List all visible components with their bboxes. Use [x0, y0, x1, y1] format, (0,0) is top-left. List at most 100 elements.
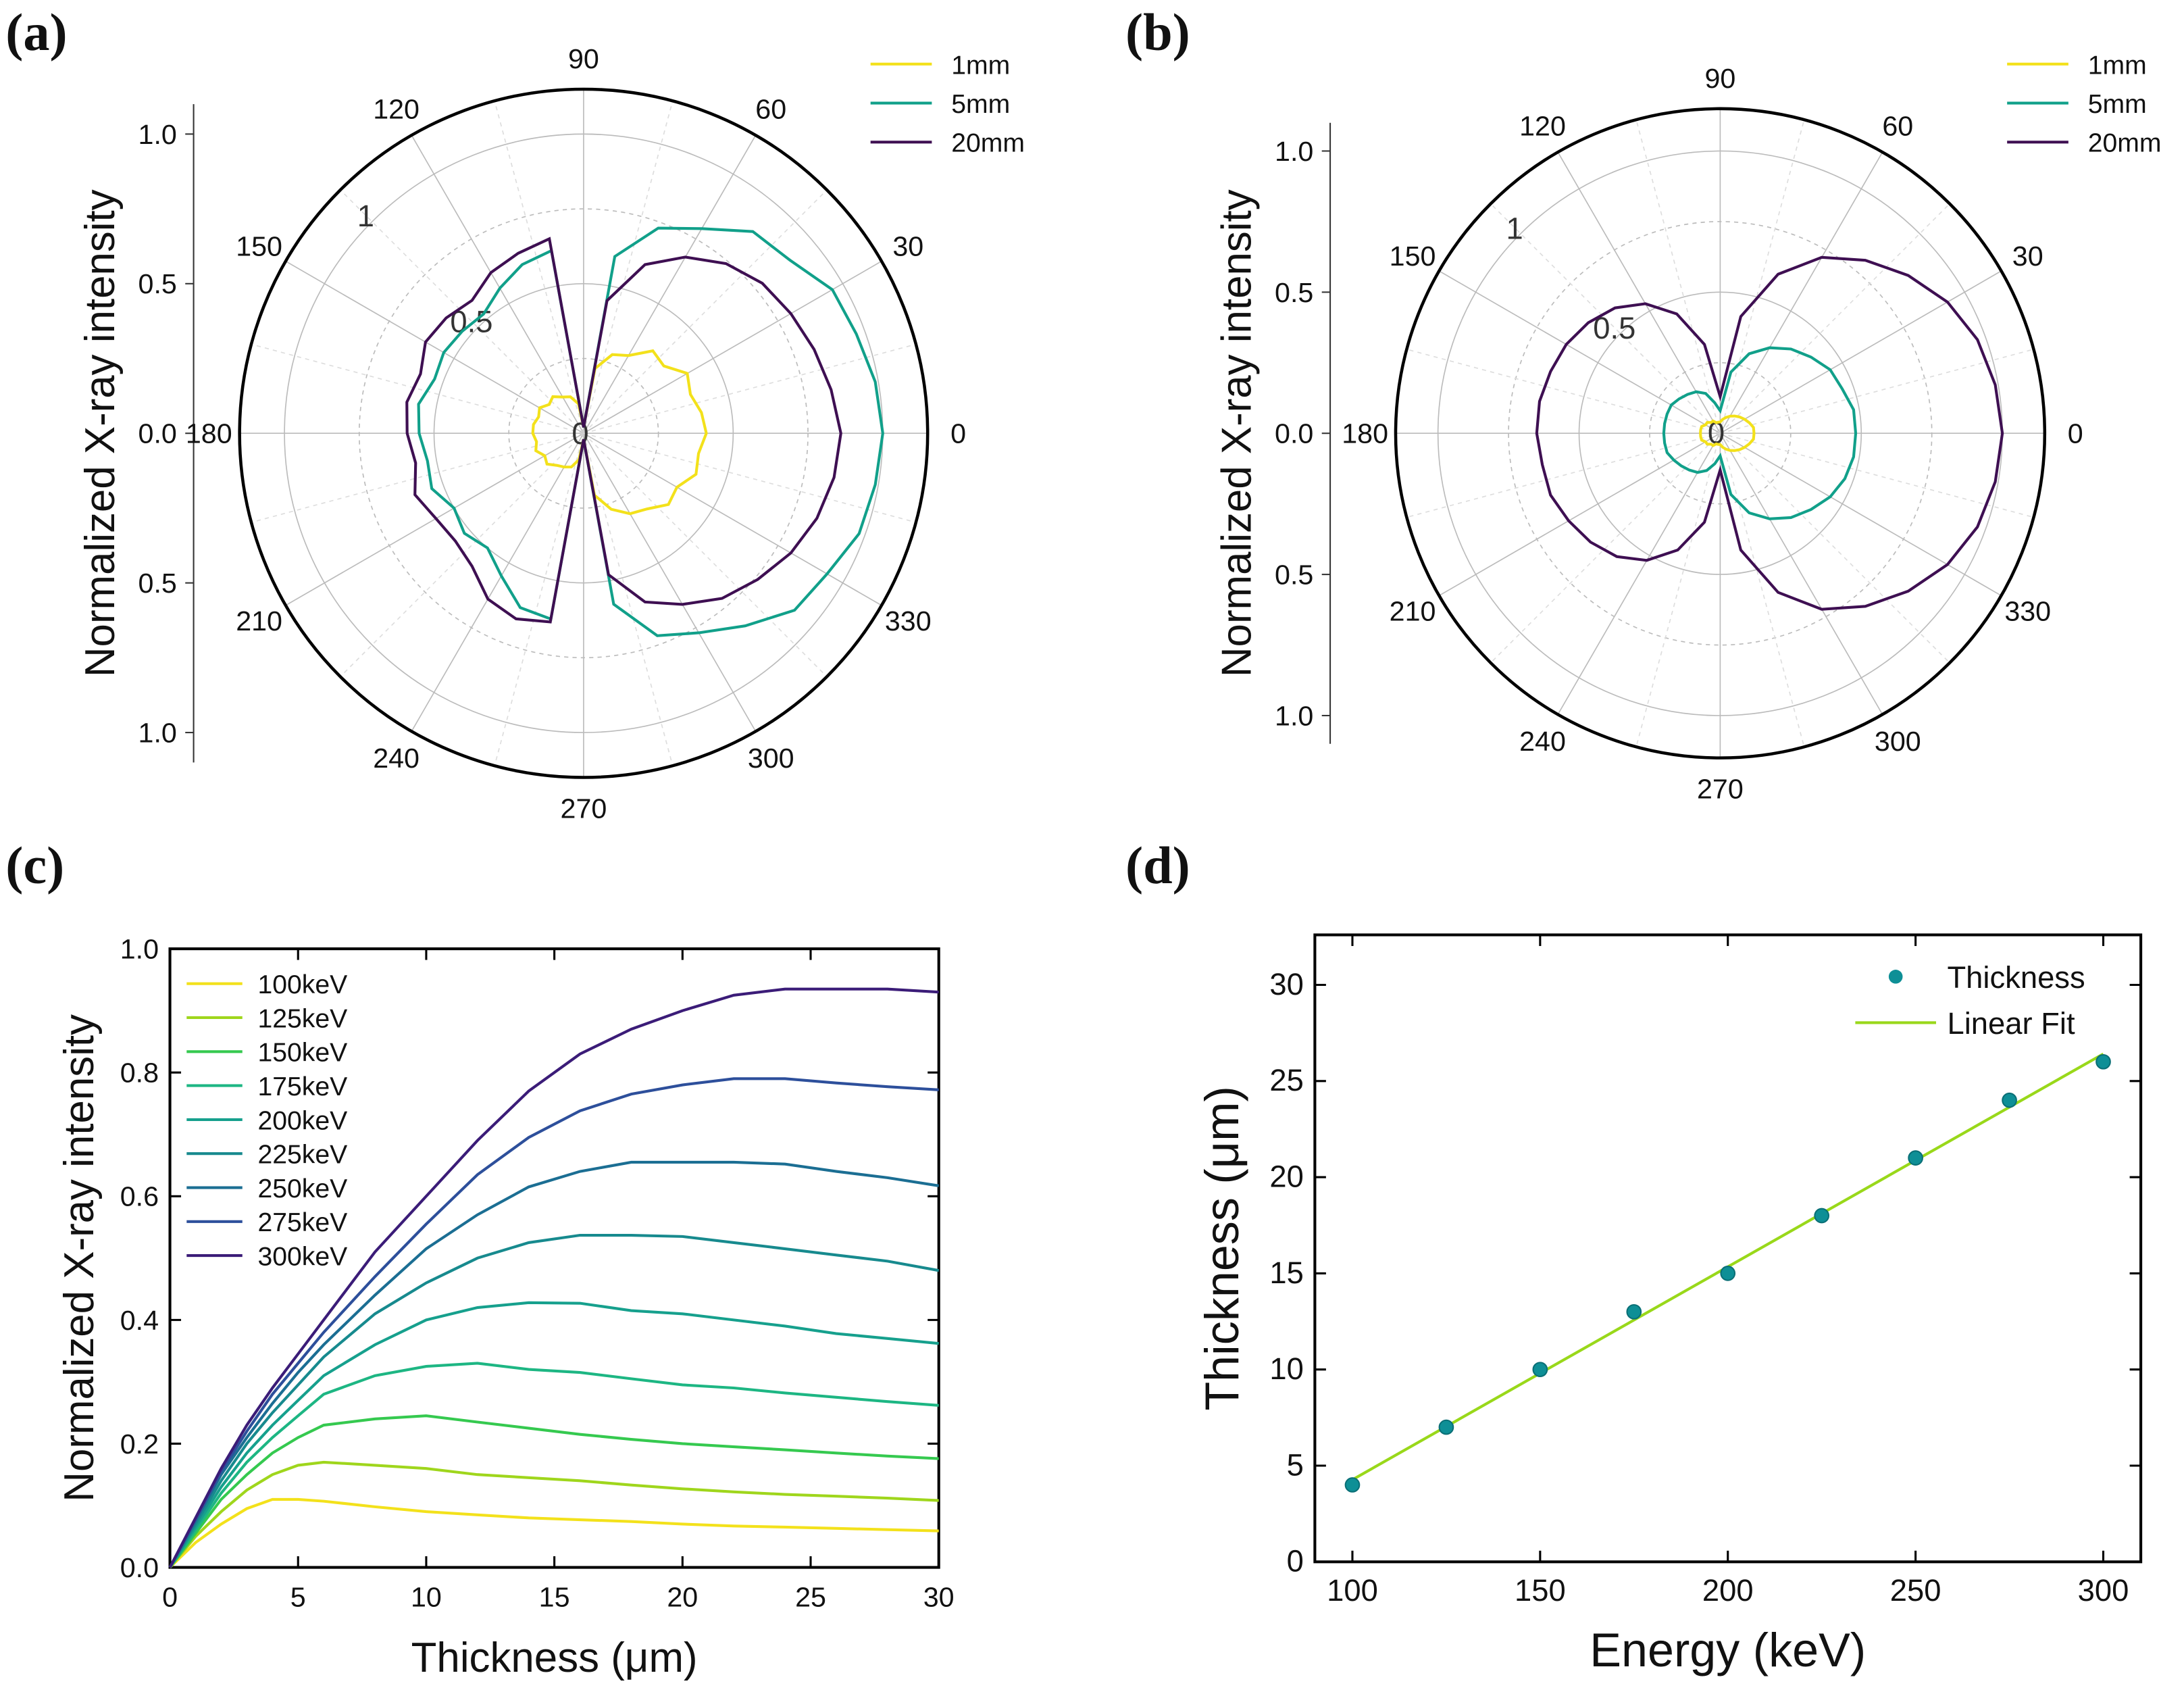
angular-grid-line: [1719, 270, 2002, 434]
angular-grid-line: [340, 189, 584, 434]
angular-grid-line: [1635, 433, 1721, 747]
series-line-5mm: [1662, 346, 1858, 520]
angular-grid-line: [1719, 432, 1950, 664]
polar-outer-circle: [1394, 107, 2047, 760]
chart-b: 1.0 0.5 0.0 0.5 1.0 Normalized X-ray intensit…: [1214, 51, 2162, 804]
angular-grid-line: [1719, 433, 1805, 747]
angular-grid-line: [1719, 203, 1950, 434]
y-axis-label: Thickness (μm): [1196, 1086, 1248, 1410]
legend-label: 225keV: [257, 1141, 347, 1170]
angle-tick-label: 120: [1519, 110, 1566, 141]
legend-label: Thickness: [1947, 960, 2085, 995]
angular-grid-line: [285, 260, 584, 434]
x-tick-label: 30: [923, 1581, 955, 1612]
y-axis-label: Normalized X-ray intensity: [1214, 189, 1261, 677]
left-axis-tick-label: 0.5: [138, 568, 177, 599]
series-line-20mm: [1535, 255, 2004, 611]
y-axis-label: Normalized X-ray intensity: [56, 1014, 103, 1502]
radial-tick-label: 1: [1506, 211, 1523, 245]
y-tick-label: 0.2: [120, 1428, 159, 1460]
y-tick-label: 0: [1287, 1544, 1304, 1579]
angular-grid-line: [583, 343, 917, 434]
angular-grid-line: [340, 432, 584, 677]
angular-grid-line: [1406, 349, 1721, 434]
series-line-1mm: [531, 349, 708, 516]
x-tick-label: 250: [1890, 1573, 1941, 1608]
panel-label-b: (b): [1125, 3, 1190, 61]
angle-tick-label: 240: [1519, 726, 1566, 757]
angle-tick-label: 210: [236, 605, 282, 637]
left-axis-tick-label: 0.0: [138, 418, 177, 449]
angle-tick-label: 180: [1342, 418, 1388, 449]
legend-label: 275keV: [257, 1208, 347, 1237]
left-axis-tick-label: 1.0: [1275, 700, 1313, 731]
y-tick-label: 25: [1269, 1063, 1303, 1097]
angular-grid-line: [1557, 151, 1721, 434]
x-tick-label: 25: [795, 1581, 826, 1612]
legend-label: 20mm: [951, 129, 1025, 158]
angular-grid-line: [583, 432, 757, 732]
legend-label: 1mm: [2088, 51, 2147, 80]
series-line-1mm: [1699, 414, 1756, 452]
data-point: [2002, 1092, 2017, 1108]
x-tick-label: 5: [290, 1581, 306, 1612]
legend-label: 100keV: [257, 970, 347, 999]
data-point: [1626, 1303, 1642, 1320]
angle-tick-label: 270: [561, 793, 607, 824]
y-tick-label: 20: [1269, 1160, 1303, 1194]
angular-grid-line: [1557, 432, 1721, 715]
x-tick-label: 300: [2078, 1573, 2129, 1608]
y-tick-label: 0.4: [120, 1305, 159, 1336]
left-axis-tick-label: 0.5: [138, 268, 177, 299]
angular-grid-line: [583, 432, 828, 677]
series-line-100keV: [169, 1497, 939, 1569]
y-tick-label: 0.0: [120, 1552, 159, 1583]
panel-label-c: (c): [5, 836, 64, 895]
series-line-150keV: [168, 1414, 939, 1568]
angular-grid-line: [411, 432, 584, 732]
legend-label: 175keV: [257, 1072, 347, 1101]
angle-tick-label: 90: [1704, 63, 1735, 94]
angle-tick-label: 300: [1875, 726, 1921, 757]
series-line-5mm: [417, 226, 884, 637]
x-tick-label: 150: [1515, 1573, 1566, 1608]
x-tick-label: 20: [667, 1581, 698, 1612]
left-axis-tick-label: 0.5: [1275, 560, 1313, 591]
angle-tick-label: 0: [2068, 418, 2083, 449]
legend-label: 125keV: [257, 1004, 347, 1033]
angle-tick-label: 300: [748, 743, 794, 774]
angular-grid-line: [583, 101, 674, 434]
angle-tick-label: 30: [2012, 241, 2043, 272]
data-point: [1720, 1266, 1736, 1281]
angle-tick-label: 180: [186, 418, 232, 449]
angular-grid-line: [1719, 151, 1883, 434]
angular-grid-line: [1635, 119, 1721, 434]
x-axis-label: Energy (keV): [1590, 1624, 1866, 1676]
y-tick-label: 0.8: [120, 1058, 159, 1089]
legend-label: 200keV: [257, 1106, 347, 1135]
angle-tick-label: 330: [2004, 596, 2051, 627]
angle-tick-label: 270: [1697, 773, 1744, 804]
x-tick-label: 15: [539, 1581, 570, 1612]
angle-tick-label: 330: [885, 605, 932, 637]
legend-label: 250keV: [257, 1174, 347, 1203]
angle-tick-label: 210: [1390, 596, 1436, 627]
legend-label: 150keV: [257, 1039, 347, 1068]
radial-tick-label: 1: [357, 199, 374, 233]
angular-grid-line: [583, 134, 757, 434]
chart-a: 1.0 0.5 0.0 0.5 1.0 Normalized X-ray intensit…: [77, 43, 1025, 824]
angular-grid-line: [1720, 432, 2034, 518]
angular-grid-line: [1490, 203, 1721, 434]
angle-tick-label: 0: [950, 418, 966, 449]
series-line-175keV: [168, 1362, 939, 1568]
x-axis-label: Thickness (μm): [411, 1635, 698, 1681]
data-point: [1344, 1477, 1361, 1493]
y-axis-label: Normalized X-ray intensity: [77, 189, 124, 677]
y-tick-label: 30: [1269, 967, 1303, 1001]
angular-grid-line: [583, 189, 828, 434]
series-line-250keV: [168, 1160, 940, 1568]
y-tick-label: 15: [1269, 1256, 1303, 1290]
chart-c: 0 5 10 15 20 25 30 0.0 0.2 0.4 0.6 0.8 1.0 Thickness …: [56, 934, 954, 1682]
legend-marker-thickness: [1888, 970, 1903, 984]
